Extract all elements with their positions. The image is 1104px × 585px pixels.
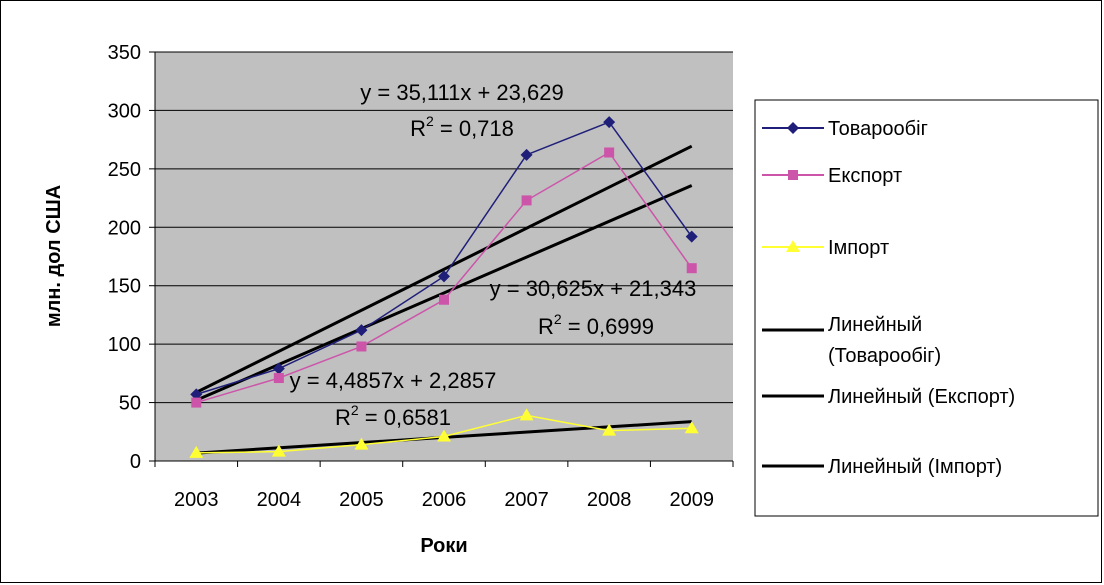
x-axis-ticks: 2003 2004 2005 2006 2007 2008 2009 (154, 461, 734, 511)
square-point (686, 263, 697, 274)
legend-label: Линейный (828, 314, 922, 336)
series-lines (189, 116, 699, 458)
trendline-r2-export: R2 = 0,6999 (538, 311, 654, 339)
square-point (521, 195, 532, 206)
y-tick-label: 150 (108, 276, 141, 298)
legend-item-turnover: Товарообіг (762, 118, 928, 140)
triangle-point (189, 445, 204, 458)
y-tick-label: 250 (108, 159, 141, 181)
x-tick-label: 2003 (174, 489, 219, 511)
square-point (356, 341, 367, 352)
legend-item-trend-import: Линейный (Імпорт) (762, 456, 1002, 478)
x-tick-label: 2009 (669, 489, 714, 511)
y-tick-label: 300 (108, 100, 141, 122)
r2-superscript: 2 (554, 311, 562, 327)
diamond-point (272, 362, 285, 375)
x-axis-title: Роки (420, 535, 467, 557)
legend-label: Імпорт (828, 237, 889, 259)
diamond-point (520, 148, 533, 161)
legend-label: Линейный (Імпорт) (828, 456, 1002, 478)
y-tick-label: 0 (130, 451, 141, 473)
trendline-equation-import: y = 4,4857x + 2,2857 (290, 368, 497, 393)
legend-box (754, 99, 1099, 517)
y-tick-label: 200 (108, 217, 141, 239)
legend-diamond-marker (787, 122, 799, 134)
legend-item-trend-turnover: Линейный (Товарообіг) (762, 314, 941, 367)
legend-item-trend-export: Линейный (Експорт) (762, 386, 1015, 408)
y-axis-ticks: 0 50 100 150 200 250 300 350 (108, 42, 155, 473)
r2-superscript: 2 (426, 113, 434, 129)
r2-value: = 0,6581 (359, 405, 451, 430)
gridlines (155, 51, 733, 404)
x-tick-label: 2008 (587, 489, 632, 511)
triangle-point (271, 444, 286, 457)
square-point (439, 294, 449, 305)
triangle-point (437, 429, 451, 442)
diamond-point (603, 116, 616, 129)
y-tick-label: 100 (108, 334, 141, 356)
square-point (191, 397, 202, 408)
plot-area (155, 52, 733, 461)
square-point (273, 373, 284, 384)
diamond-point (355, 324, 368, 337)
r2-label: R (335, 405, 351, 430)
r2-value: = 0,718 (434, 116, 514, 141)
x-tick-label: 2005 (339, 489, 384, 511)
r2-value: = 0,6999 (562, 314, 654, 339)
triangle-point (519, 408, 534, 421)
trendline-r2-turnover: R2 = 0,718 (410, 113, 514, 141)
legend-label: Товарообіг (828, 118, 928, 140)
legend-triangle-marker (786, 240, 800, 252)
x-tick-label: 2007 (504, 489, 549, 511)
y-axis-title: млн. дол США (43, 185, 65, 327)
x-tick-label: 2004 (257, 489, 302, 511)
trendline-equation-export: y = 30,625x + 21,343 (490, 276, 697, 301)
triangle-point (602, 423, 617, 436)
legend-label: Експорт (828, 165, 902, 187)
triangle-point (354, 437, 369, 450)
y-tick-label: 350 (108, 42, 141, 64)
legend-square-marker (788, 170, 798, 180)
legend-item-import: Імпорт (762, 237, 889, 259)
r2-superscript: 2 (351, 402, 359, 418)
legend-item-export: Експорт (762, 165, 902, 187)
x-tick-label: 2006 (422, 489, 467, 511)
r2-label: R (538, 314, 554, 339)
diamond-point (438, 270, 450, 283)
legend-label: Линейный (Експорт) (828, 386, 1015, 408)
triangle-point (684, 421, 699, 434)
y-tick-label: 50 (119, 393, 141, 415)
r2-label: R (410, 116, 426, 141)
diamond-point (685, 230, 698, 243)
trendline (195, 144, 693, 394)
legend-label-continued: (Товарообіг) (828, 345, 941, 367)
trendline-r2-import: R2 = 0,6581 (335, 402, 451, 430)
square-point (604, 147, 615, 158)
trendline-equation-turnover: y = 35,111x + 23,629 (360, 80, 563, 105)
diamond-point (190, 388, 203, 401)
